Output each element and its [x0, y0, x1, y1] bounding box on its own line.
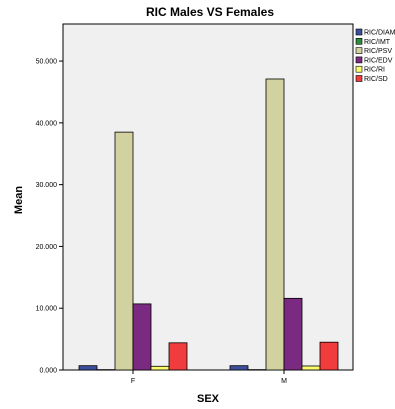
y-tick-label: 50.000: [36, 59, 58, 66]
y-axis: 0.000 10.000 20.000 30.000 40.000 50.000: [36, 59, 63, 375]
x-axis-title: SEX: [197, 393, 220, 405]
legend-swatch: [355, 56, 363, 64]
legend-label: RIC/EDV: [364, 57, 393, 64]
y-tick-label: 10.000: [36, 306, 58, 313]
bar-ric-diam-f: [78, 365, 98, 371]
legend-swatch: [355, 37, 363, 45]
bar-ric-imt-m: [247, 369, 267, 371]
bar-ric-sd-f: [168, 342, 188, 371]
legend-label: RIC/PSV: [364, 48, 392, 55]
legend-swatch: [355, 47, 363, 54]
bars: [78, 78, 339, 371]
legend-label: RIC/RI: [364, 67, 385, 74]
legend-label: RIC/SD: [364, 76, 388, 83]
x-tick-label: M: [281, 378, 287, 385]
y-tick-label: 40.000: [36, 120, 58, 127]
chart-title: RIC Males VS Females: [146, 5, 274, 19]
bar-ric-sd-m: [319, 341, 339, 371]
bar-ric-ri-f: [150, 365, 170, 371]
bar-ric-psv-f: [114, 131, 134, 371]
bar-ric-psv-m: [265, 78, 285, 371]
y-tick-label: 20.000: [36, 244, 58, 251]
y-tick-label: 30.000: [36, 182, 58, 189]
y-tick-label: 0.000: [39, 368, 57, 375]
legend-swatch: [355, 65, 363, 73]
y-axis-title: Mean: [13, 186, 25, 214]
plot-area: [62, 23, 354, 371]
legend-label: RIC/IMT: [364, 39, 391, 46]
bar-ric-ri-m: [301, 365, 321, 371]
legend-swatch: [355, 28, 363, 36]
legend-swatch: [355, 75, 363, 82]
bar-ric-imt-f: [96, 369, 116, 371]
bar-ric-edv-m: [283, 297, 303, 371]
bar-ric-diam-m: [229, 365, 249, 371]
legend: RIC/DIAM RIC/IMT RIC/PSV RIC/EDV RIC/RI RIC/S…: [355, 28, 395, 83]
x-tick-label: F: [131, 378, 135, 385]
legend-label: RIC/DIAM: [364, 30, 395, 37]
bar-ric-edv-f: [132, 303, 152, 371]
